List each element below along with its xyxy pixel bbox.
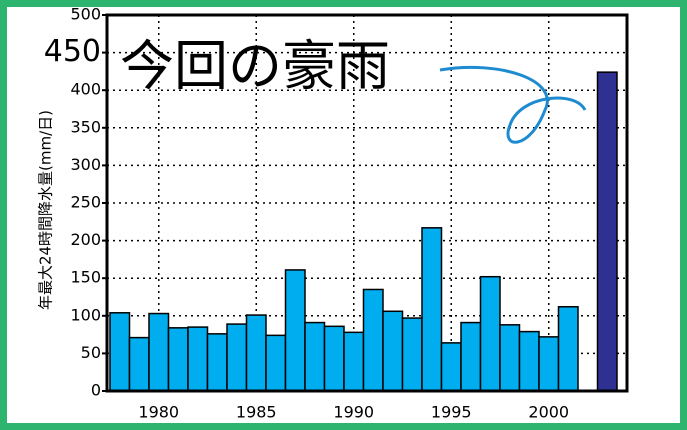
bar bbox=[518, 330, 540, 392]
y-tick-label: 350 bbox=[70, 117, 101, 136]
y-tick-label: 250 bbox=[70, 193, 101, 212]
y-axis-label: 年最大24時間降水量(mm/日) bbox=[37, 110, 55, 310]
x-tick-label: 1980 bbox=[138, 403, 179, 422]
bar bbox=[538, 336, 560, 392]
bar bbox=[128, 336, 150, 392]
y-tick-label: 150 bbox=[70, 268, 101, 287]
bar bbox=[421, 227, 443, 392]
plot: 0 50 100 150 200 250 300 350 400 450 500 1980 1985 19… bbox=[44, 5, 629, 422]
bar bbox=[343, 331, 365, 392]
bar bbox=[245, 314, 267, 392]
bar bbox=[148, 312, 170, 392]
y-tick-label: 500 bbox=[70, 5, 101, 24]
bar bbox=[499, 324, 521, 392]
y-tick-label: 100 bbox=[70, 305, 101, 324]
axes-frame bbox=[105, 13, 629, 393]
y-tick-label: 450 bbox=[44, 34, 101, 69]
y-tick-label: 0 bbox=[91, 381, 101, 400]
bar bbox=[362, 288, 384, 392]
bar bbox=[401, 317, 423, 392]
bar bbox=[440, 342, 462, 392]
x-tick-label: 1995 bbox=[431, 403, 472, 422]
bar bbox=[206, 333, 228, 392]
bar bbox=[323, 325, 345, 392]
bar bbox=[479, 275, 501, 392]
annotation-arrow bbox=[439, 65, 587, 144]
bar bbox=[382, 310, 404, 392]
bar bbox=[109, 312, 131, 392]
bar bbox=[460, 321, 482, 392]
bar bbox=[284, 269, 306, 392]
x-tick-label: 1990 bbox=[333, 403, 374, 422]
bar bbox=[167, 327, 189, 392]
bar bbox=[304, 321, 326, 392]
bar bbox=[557, 306, 579, 392]
y-tick-label: 200 bbox=[70, 230, 101, 249]
bar bbox=[265, 334, 287, 392]
bar bbox=[187, 326, 209, 392]
y-tick-label: 400 bbox=[70, 80, 101, 99]
y-tick-label: 300 bbox=[70, 155, 101, 174]
x-tick-label: 2000 bbox=[528, 403, 569, 422]
x-tick-label: 1985 bbox=[236, 403, 277, 422]
annotation: 今回の豪雨 bbox=[120, 35, 390, 98]
y-tick-label: 50 bbox=[81, 343, 101, 362]
bar bbox=[226, 323, 248, 392]
bar bbox=[596, 71, 618, 392]
